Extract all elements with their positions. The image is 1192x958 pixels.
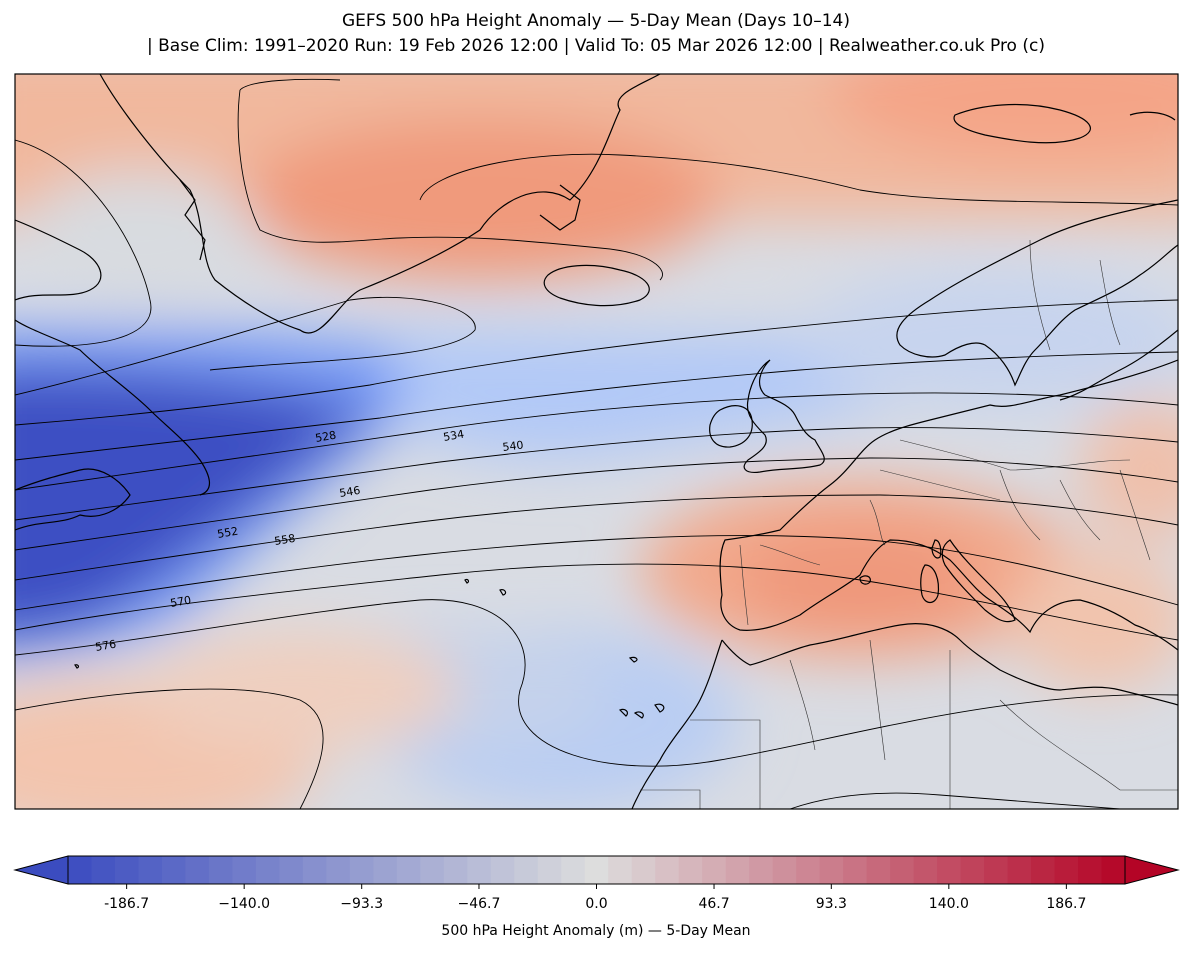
scandinavia-coast bbox=[896, 199, 1178, 387]
colorbar-tick-label: 186.7 bbox=[1046, 896, 1086, 912]
colorbar-step bbox=[1054, 856, 1079, 884]
colorbar-step bbox=[1101, 856, 1126, 884]
colorbar-tick-label: -186.7 bbox=[104, 896, 149, 912]
contour-label: 534 bbox=[442, 428, 465, 444]
colorbar-step bbox=[279, 856, 304, 884]
colorbar-step bbox=[161, 856, 187, 884]
colorbar-tick-label: 140.0 bbox=[929, 896, 969, 912]
colorbar-step bbox=[772, 856, 797, 884]
colorbar-step bbox=[443, 856, 468, 884]
coastlines bbox=[15, 74, 1178, 809]
italy-coast bbox=[941, 539, 1016, 623]
colorbar-step bbox=[890, 856, 915, 884]
colorbar-step bbox=[302, 856, 327, 884]
colorbar-step bbox=[68, 856, 93, 884]
colorbar-step bbox=[678, 856, 703, 884]
colorbar-step bbox=[1007, 856, 1032, 884]
anomaly-field bbox=[15, 74, 1178, 809]
colorbar-step bbox=[208, 856, 234, 884]
country-borders bbox=[640, 239, 1178, 809]
colorbar-tick-label: −46.7 bbox=[458, 896, 501, 912]
europe-coast bbox=[719, 359, 1178, 651]
colorbar-step bbox=[255, 856, 280, 884]
iceland-coast bbox=[543, 264, 650, 307]
colorbar-step bbox=[584, 856, 609, 884]
contour-label: 552 bbox=[216, 525, 239, 541]
colorbar-step bbox=[984, 856, 1009, 884]
colorbar-extend-high bbox=[1124, 855, 1180, 885]
colorbar-step bbox=[1031, 856, 1056, 884]
colorbar-step bbox=[631, 856, 656, 884]
colorbar-step bbox=[796, 856, 821, 884]
contour-label: 528 bbox=[314, 429, 337, 445]
colorbar-ticks: -186.7 −140.0 −93.3 −46.7 0.0 46.7 93.3 140.0 18… bbox=[104, 884, 1086, 912]
colorbar-step bbox=[937, 856, 962, 884]
colorbar-step bbox=[490, 856, 515, 884]
colorbar-step bbox=[655, 856, 680, 884]
colorbar-step bbox=[749, 856, 774, 884]
colorbar-step bbox=[725, 856, 750, 884]
colorbar-step bbox=[514, 856, 539, 884]
colorbar-step bbox=[232, 856, 257, 884]
contour-label: 576 bbox=[94, 638, 117, 654]
colorbar-step bbox=[467, 856, 492, 884]
colorbar-step bbox=[866, 856, 891, 884]
colorbar-tick-label: −140.0 bbox=[218, 896, 270, 912]
colorbar-steps bbox=[68, 856, 1126, 884]
colorbar-step bbox=[537, 856, 562, 884]
colorbar-step bbox=[913, 856, 938, 884]
colorbar-step bbox=[608, 856, 633, 884]
colorbar-step bbox=[185, 856, 210, 884]
colorbar-step bbox=[138, 856, 163, 884]
colorbar-step bbox=[1078, 856, 1103, 884]
map-title: GEFS 500 hPa Height Anomaly — 5-Day Mean… bbox=[342, 11, 850, 31]
colorbar-step bbox=[819, 856, 844, 884]
colorbar-step bbox=[373, 856, 398, 884]
colorbar-step bbox=[561, 856, 586, 884]
contour-label: 540 bbox=[502, 439, 524, 454]
colorbar-tick-label: −93.3 bbox=[340, 896, 383, 912]
map-frame bbox=[14, 73, 1179, 810]
africa-coast bbox=[721, 623, 1178, 706]
colorbar-tick-label: 46.7 bbox=[698, 896, 729, 912]
colorbar-step bbox=[91, 856, 116, 884]
ireland-coast bbox=[709, 405, 753, 448]
contour-label: 558 bbox=[273, 532, 296, 548]
colorbar-step bbox=[420, 856, 445, 884]
colorbar-step bbox=[114, 856, 140, 884]
colorbar-step bbox=[960, 856, 985, 884]
contour-label: 570 bbox=[169, 594, 192, 610]
colorbar-step bbox=[326, 856, 351, 884]
map-subtitle: | Base Clim: 1991–2020 Run: 19 Feb 2026 … bbox=[147, 36, 1045, 56]
colorbar-tick-label: 93.3 bbox=[816, 896, 847, 912]
contour-labels: 528 534 540 546 552 558 570 576 bbox=[94, 428, 524, 654]
colorbar-step bbox=[349, 856, 374, 884]
colorbar-tick-label: 0.0 bbox=[585, 896, 607, 912]
contour-label: 546 bbox=[338, 484, 361, 500]
colorbar-extend-low bbox=[13, 855, 69, 885]
colorbar-step bbox=[843, 856, 868, 884]
colorbar-label: 500 hPa Height Anomaly (m) — 5-Day Mean bbox=[441, 923, 751, 939]
colorbar-step bbox=[396, 856, 421, 884]
height-contours bbox=[15, 78, 1178, 809]
colorbar-step bbox=[702, 856, 727, 884]
colorbar: -186.7 −140.0 −93.3 −46.7 0.0 46.7 93.3 140.0 18… bbox=[13, 855, 1180, 912]
